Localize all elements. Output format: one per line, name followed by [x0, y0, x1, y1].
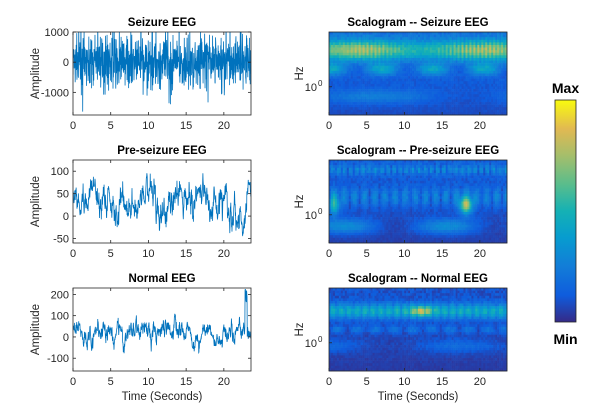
y-tick-label: -100 — [47, 353, 69, 365]
y-tick-label: 100 — [51, 311, 69, 323]
y-tick-label: 0 — [63, 57, 69, 69]
y-tick-label: 10 — [305, 338, 317, 350]
colorbar-gradient — [554, 99, 577, 323]
y-tick-label: 0 — [63, 332, 69, 344]
panel-title: Scalogram -- Normal EEG — [348, 273, 488, 285]
x-tick-label: 5 — [108, 248, 114, 260]
x-tick-label: 0 — [70, 120, 76, 132]
colorbar: Max Min — [552, 80, 579, 347]
x-tick-label: 5 — [364, 376, 370, 388]
axes-box — [328, 287, 508, 372]
y-tick-label: 0 — [63, 211, 69, 223]
x-tick-label: 15 — [436, 120, 448, 132]
x-tick-label: 20 — [474, 120, 486, 132]
x-tick-label: 5 — [108, 376, 114, 388]
panel-title: Scalogram -- Pre-seizure EEG — [337, 145, 499, 157]
x-tick-label: 15 — [180, 120, 192, 132]
x-tick-label: 10 — [142, 376, 154, 388]
scalogram-heatmap — [329, 288, 508, 372]
y-tick-label: 10 — [305, 82, 317, 94]
x-tick-label: 20 — [474, 376, 486, 388]
x-tick-label: 20 — [474, 248, 486, 260]
x-tick-label: 20 — [218, 376, 230, 388]
colorbar-max-label: Max — [552, 80, 579, 96]
y-axis-label: Amplitude — [30, 304, 42, 355]
x-tick-label: 15 — [436, 248, 448, 260]
y-tick-label: -50 — [53, 234, 69, 246]
y-tick-exponent: 0 — [318, 79, 323, 88]
x-tick-label: 10 — [398, 248, 410, 260]
x-tick-label: 5 — [364, 248, 370, 260]
x-tick-label: 0 — [70, 248, 76, 260]
x-tick-label: 20 — [218, 120, 230, 132]
axes-box — [72, 287, 252, 372]
x-tick-label: 5 — [364, 120, 370, 132]
y-axis-label: Hz — [294, 66, 306, 80]
y-axis-label: Hz — [294, 322, 306, 336]
x-tick-label: 0 — [70, 376, 76, 388]
y-tick-label: 200 — [51, 289, 69, 301]
panel-title: Scalogram -- Seizure EEG — [347, 17, 488, 29]
signal-line — [73, 289, 251, 355]
x-tick-label: 10 — [142, 248, 154, 260]
panel-title: Pre-seizure EEG — [117, 145, 207, 157]
y-tick-label: 100 — [51, 166, 69, 178]
y-axis-label: Amplitude — [30, 48, 42, 99]
x-axis-label: Time (Seconds) — [122, 391, 203, 403]
y-tick-exponent: 0 — [318, 335, 323, 344]
axes-box — [72, 159, 252, 244]
x-axis-label: Time (Seconds) — [378, 391, 459, 403]
x-tick-label: 0 — [326, 120, 332, 132]
signal-line — [73, 173, 251, 237]
panel-title: Seizure EEG — [128, 17, 196, 29]
x-tick-label: 10 — [398, 376, 410, 388]
x-tick-label: 20 — [218, 248, 230, 260]
y-tick-label: 10 — [305, 210, 317, 222]
x-tick-label: 10 — [398, 120, 410, 132]
axes-box — [328, 159, 508, 244]
scalogram-heatmap — [329, 32, 508, 116]
axes-box — [328, 31, 508, 116]
y-axis-label: Amplitude — [30, 176, 42, 227]
x-tick-label: 15 — [436, 376, 448, 388]
y-tick-label: 50 — [57, 189, 69, 201]
scalogram-heatmap — [329, 160, 508, 244]
x-tick-label: 15 — [180, 248, 192, 260]
y-tick-exponent: 0 — [318, 207, 323, 216]
y-tick-label: -1000 — [41, 87, 69, 99]
y-tick-label: 1000 — [45, 27, 69, 39]
x-tick-label: 15 — [180, 376, 192, 388]
axes-box — [72, 31, 252, 116]
y-axis-label: Hz — [294, 194, 306, 208]
signal-line — [73, 32, 251, 112]
x-tick-label: 5 — [108, 120, 114, 132]
x-tick-label: 10 — [142, 120, 154, 132]
colorbar-min-label: Min — [553, 331, 577, 347]
x-tick-label: 0 — [326, 376, 332, 388]
panel-title: Normal EEG — [128, 273, 195, 285]
x-tick-label: 0 — [326, 248, 332, 260]
